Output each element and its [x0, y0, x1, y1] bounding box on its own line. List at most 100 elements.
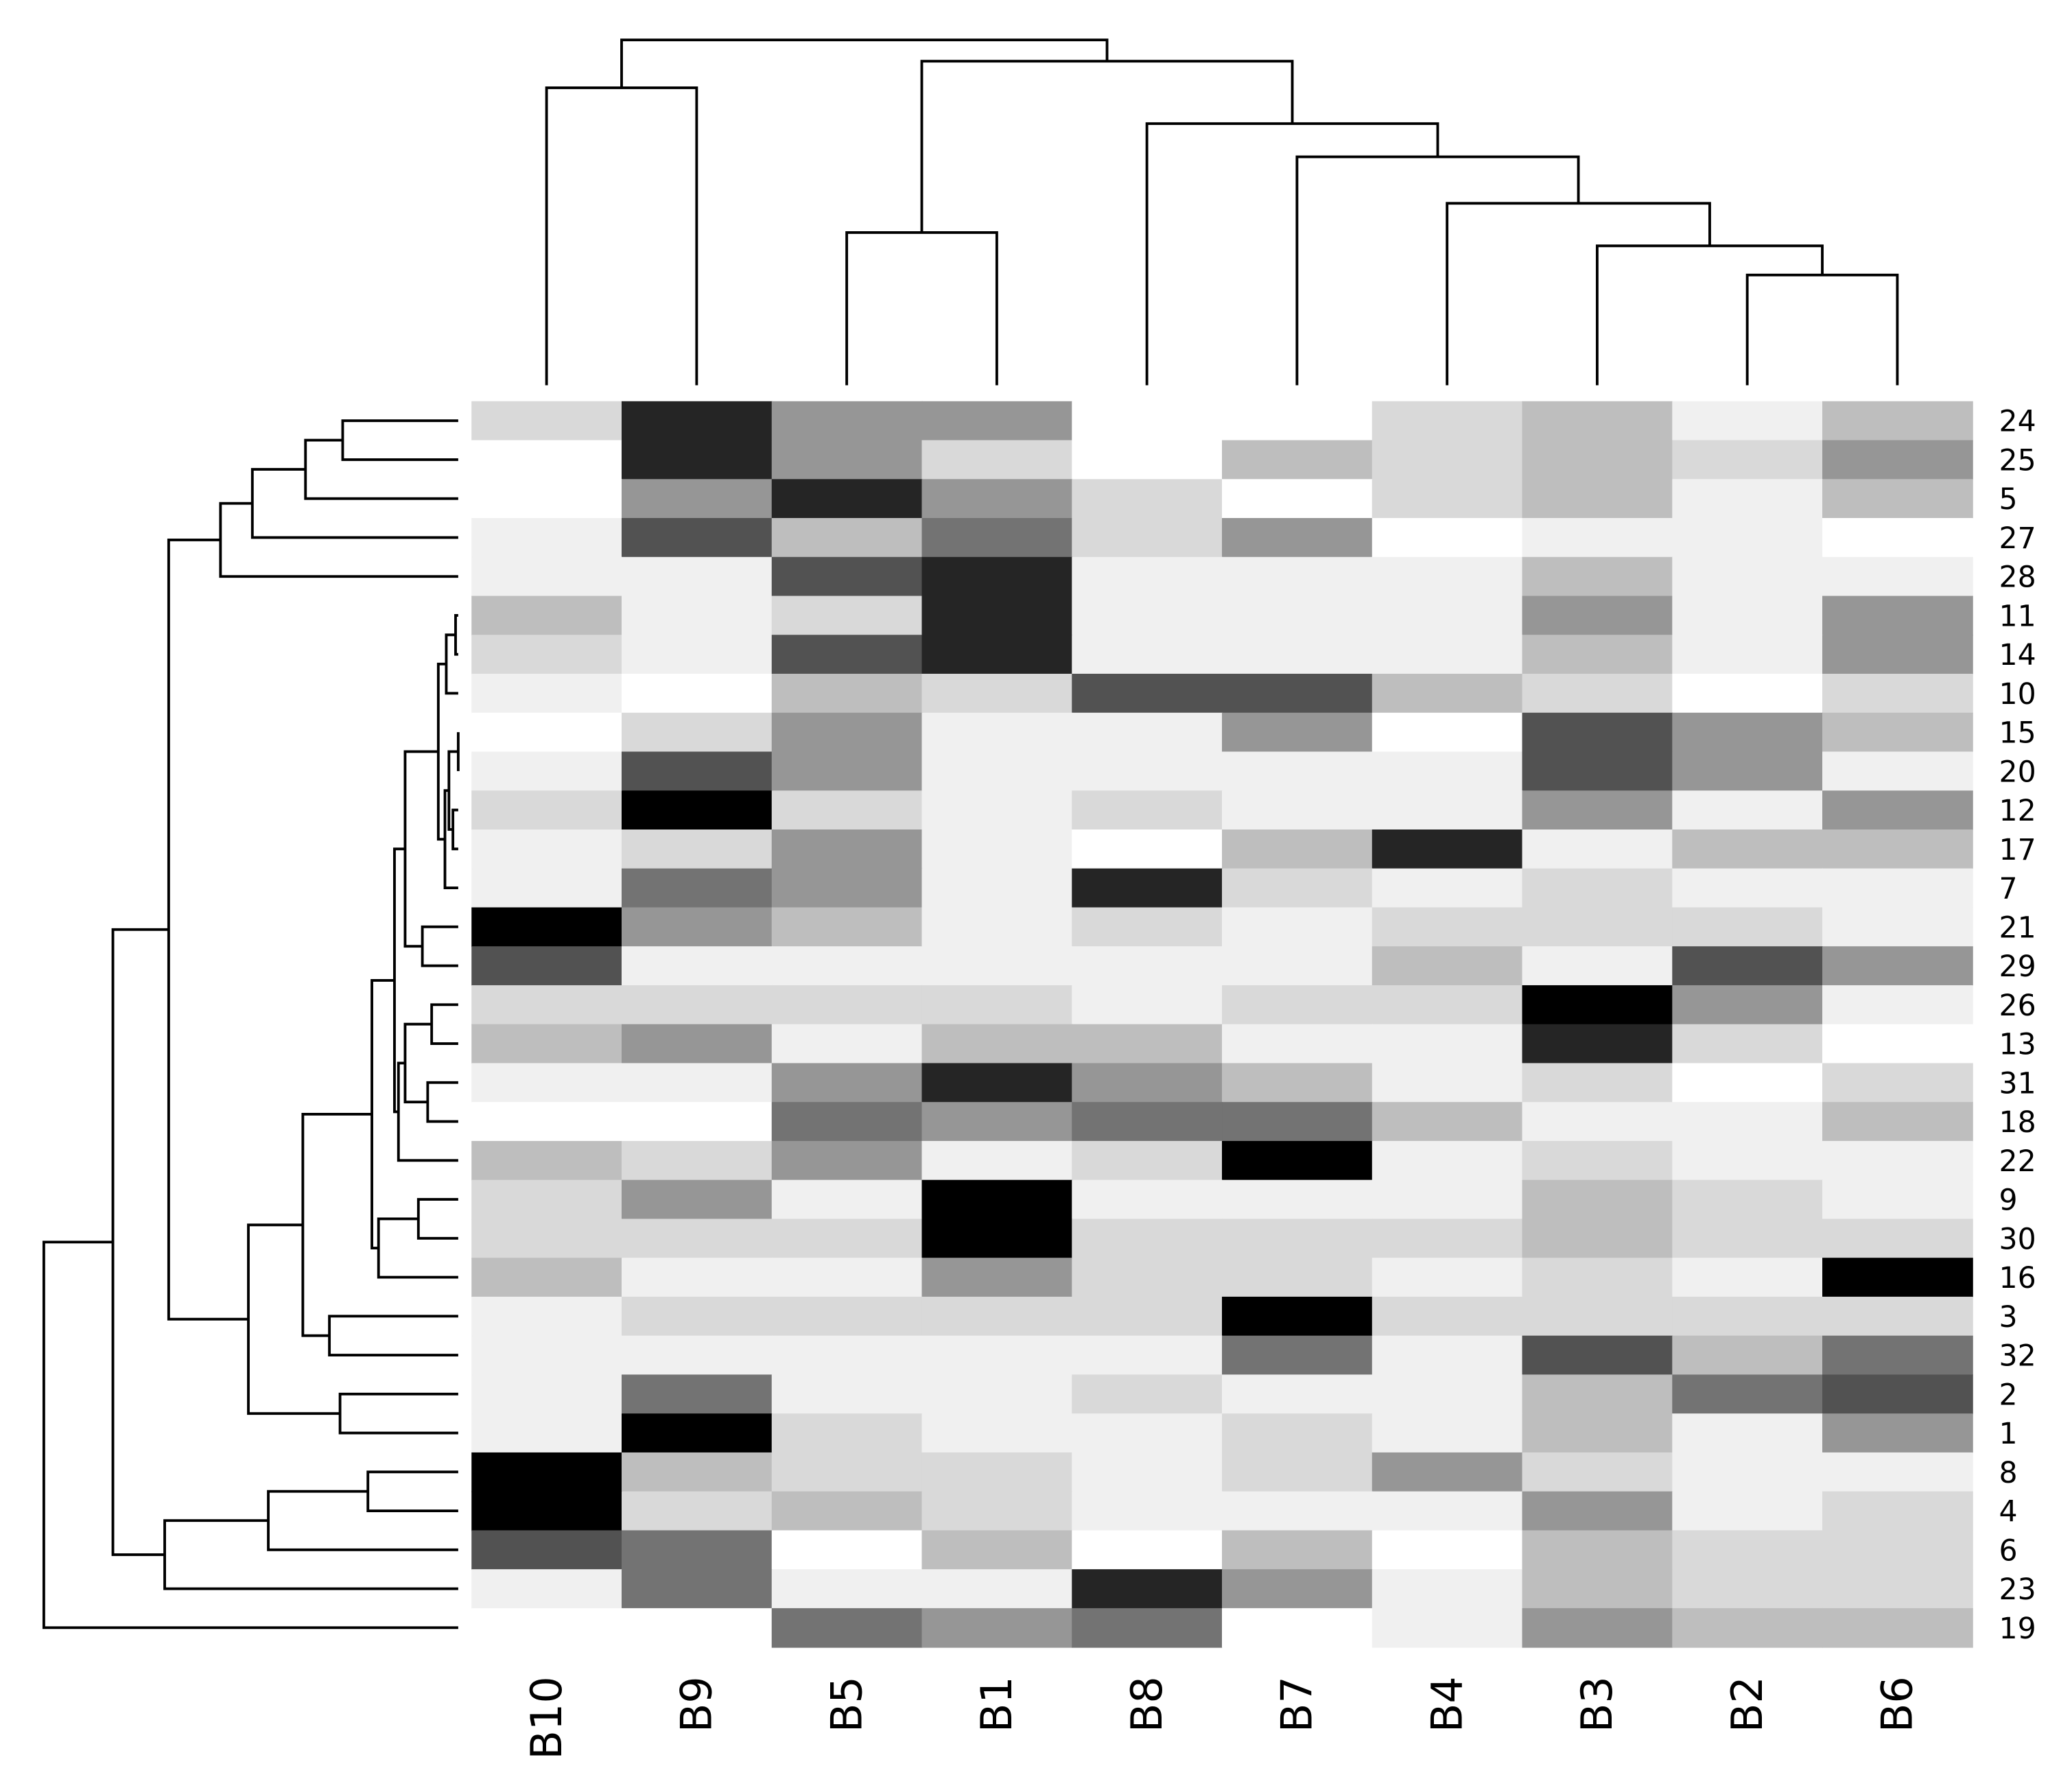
heatmap-cell	[622, 1413, 773, 1453]
heatmap-cell	[771, 1413, 923, 1453]
heatmap-cell	[1222, 440, 1373, 480]
heatmap-cell	[1822, 946, 1973, 986]
heatmap-cell	[1522, 829, 1673, 869]
heatmap-cell	[622, 829, 773, 869]
row-label: 6	[1999, 1533, 2018, 1568]
heatmap-cell	[1672, 1608, 1824, 1648]
heatmap-cell	[1072, 1024, 1223, 1064]
heatmap-cell	[471, 1258, 622, 1297]
heatmap-cell	[921, 1102, 1073, 1142]
heatmap-cell	[1522, 1063, 1673, 1103]
heatmap-cell	[771, 1219, 923, 1259]
column-label: B2	[1723, 1676, 1772, 1732]
heatmap-cell	[1672, 946, 1824, 986]
heatmap-cell	[1672, 790, 1824, 830]
dendrogram-branch	[219, 502, 458, 578]
heatmap-cell	[771, 1063, 923, 1103]
heatmap-cell	[1522, 1374, 1673, 1415]
heatmap-cell	[1371, 556, 1523, 597]
heatmap-cell	[1822, 1374, 1973, 1415]
heatmap-cell	[1822, 868, 1973, 908]
heatmap-cell	[1522, 1608, 1673, 1648]
heatmap-cell	[921, 985, 1073, 1025]
heatmap-cell	[921, 712, 1073, 753]
heatmap-cell	[1822, 1219, 1973, 1259]
heatmap-cell	[921, 440, 1073, 480]
heatmap-cell	[1371, 401, 1523, 441]
heatmap-cell	[622, 1296, 773, 1337]
row-label: 25	[1999, 443, 2036, 478]
row-label: 22	[1999, 1144, 2036, 1179]
column-label: B8	[1122, 1676, 1172, 1732]
heatmap-cell	[622, 440, 773, 480]
dendrogram-branch	[845, 231, 998, 386]
heatmap-cell	[622, 1374, 773, 1415]
heatmap-cell	[1072, 1063, 1223, 1103]
heatmap-cell	[921, 1335, 1073, 1376]
heatmap-cell	[1072, 1452, 1223, 1492]
heatmap-cell	[1072, 712, 1223, 753]
heatmap-cell	[771, 1024, 923, 1064]
heatmap-cell	[1072, 556, 1223, 597]
row-label: 11	[1999, 599, 2036, 633]
heatmap-cells	[471, 401, 1973, 1648]
dendrogram-branch	[421, 925, 458, 967]
heatmap-cell	[622, 635, 773, 674]
row-label: 23	[1999, 1573, 2036, 1607]
heatmap-cell	[1371, 1374, 1523, 1415]
heatmap-cell	[921, 401, 1073, 441]
heatmap-cell	[1672, 1179, 1824, 1220]
heatmap-cell	[1072, 479, 1223, 519]
heatmap-cell	[1522, 440, 1673, 480]
dendrogram-branch	[267, 1490, 458, 1551]
heatmap-cell	[1371, 1413, 1523, 1453]
heatmap-cell	[771, 674, 923, 714]
heatmap-cell	[1222, 1179, 1373, 1220]
heatmap-cell	[1222, 985, 1373, 1025]
heatmap-cell	[1222, 518, 1373, 558]
heatmap-cell	[1522, 1452, 1673, 1492]
heatmap-cell	[921, 1219, 1073, 1259]
heatmap-cell	[471, 751, 622, 792]
dendrogram-branch	[454, 613, 458, 656]
heatmap-cell	[771, 1140, 923, 1181]
heatmap-cell	[921, 1491, 1073, 1531]
column-label: B1	[972, 1676, 1022, 1732]
heatmap-cell	[1822, 596, 1973, 636]
heatmap-cell	[1222, 829, 1373, 869]
heatmap-cell	[771, 401, 923, 441]
dendrogram-branch	[301, 1113, 373, 1337]
heatmap-cell	[771, 829, 923, 869]
row-label: 4	[1999, 1495, 2018, 1529]
heatmap-cell	[1371, 790, 1523, 830]
heatmap-cell	[1371, 946, 1523, 986]
heatmap-cell	[1822, 635, 1973, 674]
heatmap-cell	[1371, 1140, 1523, 1181]
dendrogram-branch	[338, 1392, 458, 1435]
dendrogram-branch	[1595, 244, 1824, 386]
dendrogram-branch	[1145, 122, 1439, 386]
heatmap-cell	[1672, 596, 1824, 636]
heatmap-cell	[1072, 1296, 1223, 1337]
heatmap-cell	[1672, 635, 1824, 674]
heatmap-cell	[1822, 1024, 1973, 1064]
heatmap-cell	[921, 790, 1073, 830]
heatmap-cell	[921, 518, 1073, 558]
heatmap-cell	[921, 596, 1073, 636]
heatmap-cell	[921, 674, 1073, 714]
heatmap-cell	[1222, 1063, 1373, 1103]
heatmap-cell	[622, 1140, 773, 1181]
heatmap-cell	[921, 1413, 1073, 1453]
dendrogram-branch	[426, 1081, 458, 1123]
heatmap-cell	[921, 1024, 1073, 1064]
heatmap-cell	[1371, 479, 1523, 519]
heatmap-cell	[1522, 1179, 1673, 1220]
heatmap-cell	[1822, 1413, 1973, 1453]
heatmap-cell	[921, 1296, 1073, 1337]
heatmap-cell	[1672, 1452, 1824, 1492]
heatmap-cell	[1222, 674, 1373, 714]
heatmap-cell	[1222, 790, 1373, 830]
row-label: 14	[1999, 638, 2036, 672]
row-label: 3	[1999, 1300, 2018, 1334]
heatmap-cell	[622, 1258, 773, 1297]
